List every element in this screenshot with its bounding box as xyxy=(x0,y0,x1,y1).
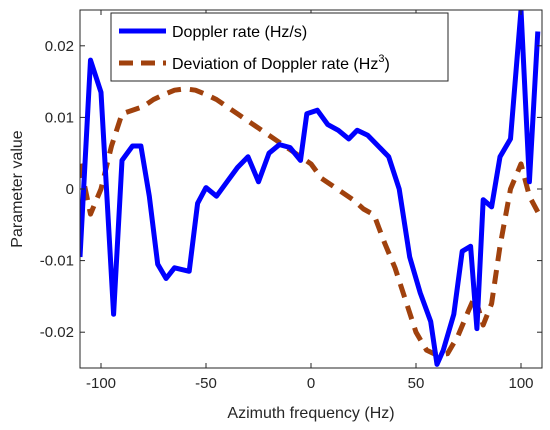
x-axis-label: Azimuth frequency (Hz) xyxy=(227,405,394,422)
x-tick-label: -100 xyxy=(86,375,116,392)
legend-label-deviation-superscript: 3 xyxy=(378,53,384,65)
x-tick-label: 50 xyxy=(408,375,425,392)
legend-label-deviation: Deviation of Doppler rate (Hz3) xyxy=(172,53,390,73)
y-tick-label: -0.02 xyxy=(40,324,74,341)
legend-label-doppler-rate: Doppler rate (Hz/s) xyxy=(172,24,307,41)
y-tick-label: 0.01 xyxy=(45,109,74,126)
x-tick-label: 100 xyxy=(508,375,533,392)
y-tick-label: -0.01 xyxy=(40,253,74,270)
x-tick-label: 0 xyxy=(307,375,315,392)
legend-label-deviation-main: Deviation of Doppler rate (Hz xyxy=(172,56,378,73)
series-layer xyxy=(80,10,541,367)
y-tick-label: 0.02 xyxy=(45,38,74,55)
axes-layer: -100 -50 0 50 100 -0.02 -0.01 0 0.01 0.02 xyxy=(40,9,543,392)
series-line-deviation xyxy=(80,86,541,358)
legend-label-deviation-suffix: ) xyxy=(384,56,389,73)
y-tick-label: 0 xyxy=(66,181,74,198)
y-axis-label: Parameter value xyxy=(9,130,26,247)
legend: Doppler rate (Hz/s) Deviation of Doppler… xyxy=(110,12,449,82)
series-line-doppler-rate xyxy=(80,10,541,367)
x-tick-label: -50 xyxy=(195,375,217,392)
legend-box xyxy=(110,12,449,82)
